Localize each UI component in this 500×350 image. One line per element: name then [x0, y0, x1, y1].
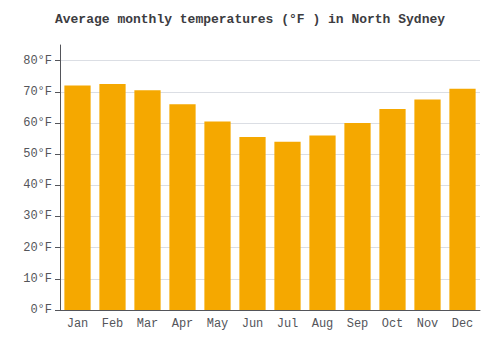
svg-text:Feb: Feb [102, 317, 124, 331]
svg-text:80°F: 80°F [23, 54, 52, 68]
svg-text:May: May [207, 317, 229, 331]
svg-text:60°F: 60°F [23, 116, 52, 130]
svg-text:Apr: Apr [172, 317, 194, 331]
svg-text:20°F: 20°F [23, 241, 52, 255]
svg-text:Average monthly temperatures (: Average monthly temperatures (°F ) in No… [55, 12, 445, 27]
svg-text:Sep: Sep [347, 317, 369, 331]
svg-text:Nov: Nov [417, 317, 439, 331]
svg-text:Mar: Mar [137, 317, 159, 331]
svg-text:Jul: Jul [277, 317, 299, 331]
svg-text:0°F: 0°F [30, 303, 52, 317]
svg-text:50°F: 50°F [23, 147, 52, 161]
svg-text:40°F: 40°F [23, 178, 52, 192]
svg-text:30°F: 30°F [23, 209, 52, 223]
svg-text:Jun: Jun [242, 317, 264, 331]
svg-text:Aug: Aug [312, 317, 334, 331]
svg-text:Dec: Dec [452, 317, 474, 331]
svg-text:Oct: Oct [382, 317, 404, 331]
svg-text:Jan: Jan [67, 317, 89, 331]
svg-text:70°F: 70°F [23, 85, 52, 99]
svg-text:10°F: 10°F [23, 272, 52, 286]
